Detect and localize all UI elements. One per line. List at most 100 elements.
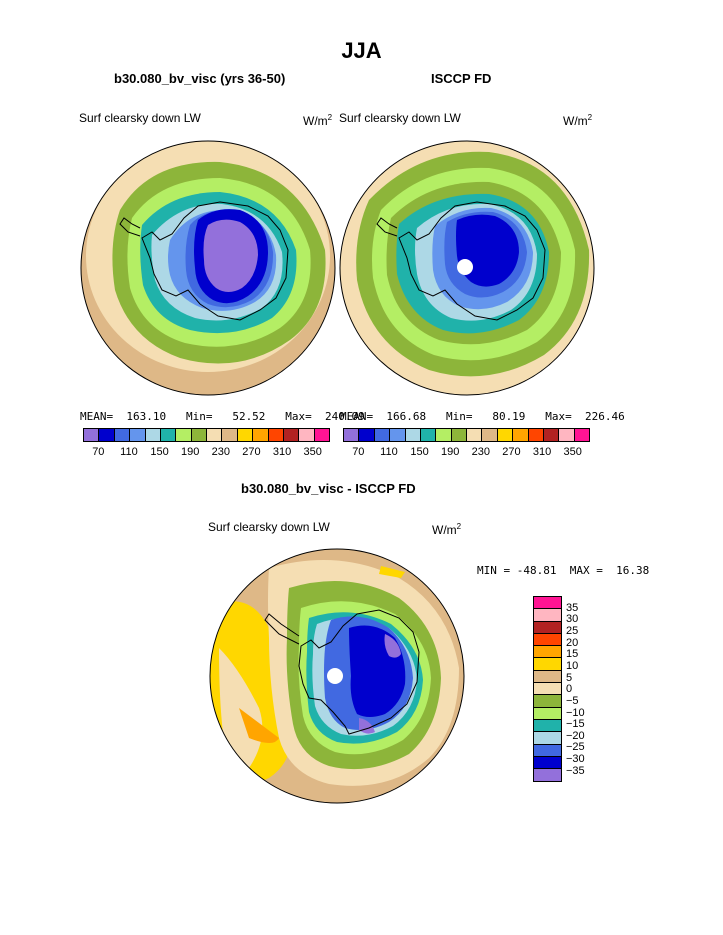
colorbar-swatch: [299, 429, 315, 441]
panel3-stats: MIN = -48.81 MAX = 16.38: [477, 564, 650, 577]
panel1-map-border: [80, 140, 336, 396]
colorbar-tick-label: −20: [566, 729, 585, 742]
colorbar-tick-label: −25: [566, 741, 585, 754]
panel3-band-15-20: [239, 708, 279, 743]
colorbar-swatch: [534, 597, 561, 610]
colorbar-swatch: [253, 429, 269, 441]
colorbar-tick-label: −5: [566, 694, 579, 707]
colorbar-tick-label: 10: [566, 659, 579, 672]
colorbar-swatch: [534, 756, 561, 770]
colorbar-tick-label: 35: [566, 601, 579, 614]
panel1-band-lt70: [203, 219, 258, 292]
colorbar-swatch: [207, 429, 223, 441]
main-title: JJA: [341, 38, 382, 63]
colorbar-swatch: [467, 429, 483, 441]
panel3-band-10-15-north: [379, 566, 405, 578]
panel3-missing-pole: [327, 668, 343, 684]
colorbar-tick-label: 350: [563, 446, 582, 458]
panel3-colorbar-labels: 35 30 25 20 15 10 5 0 −5 −10 −15 −20 −25 −30 −35: [566, 596, 606, 806]
panel2-colorbar: [343, 428, 590, 442]
colorbar-swatch: [99, 429, 115, 441]
panel2-missing-pole: [457, 259, 473, 275]
panel3-colorbar: [533, 596, 562, 783]
colorbar-swatch: [420, 429, 437, 441]
panel3-band-lt-neg35-a: [384, 634, 401, 658]
colorbar-swatch: [160, 429, 177, 441]
colorbar-tick-label: 30: [566, 613, 579, 626]
colorbar-tick-label: −30: [566, 753, 585, 766]
panel1-colorbar: [83, 428, 330, 442]
colorbar-swatch: [145, 429, 161, 441]
colorbar-tick-label: 70: [92, 446, 105, 458]
panel2-colorbar-labels: 70 110 150 190 230 270 310 350: [343, 446, 588, 460]
panel2-stats: MEAN= 166.68 Min= 80.19 Max= 226.46: [340, 410, 625, 423]
colorbar-tick-label: 350: [303, 446, 322, 458]
colorbar-swatch: [497, 429, 514, 441]
colorbar-swatch: [482, 429, 498, 441]
colorbar-swatch: [390, 429, 406, 441]
colorbar-tick-label: 110: [380, 446, 398, 458]
panel2-variable-label: Surf clearsky down LW: [339, 111, 461, 125]
panel2-coastline: [398, 201, 546, 321]
panel3-coastline: [298, 609, 420, 735]
colorbar-tick-label: 190: [181, 446, 200, 458]
colorbar-tick-label: 310: [272, 446, 292, 458]
panel3-case-title: b30.080_bv_visc - ISCCP FD: [241, 481, 416, 496]
colorbar-tick-label: 70: [352, 446, 365, 458]
colorbar-tick-label: −35: [566, 764, 585, 777]
colorbar-swatch: [534, 744, 561, 757]
colorbar-tick-label: 25: [566, 624, 579, 637]
panel2-units-label: W/m2: [563, 113, 593, 128]
colorbar-swatch: [314, 429, 329, 441]
panel1-stats: MEAN= 163.10 Min= 52.52 Max= 240.09: [80, 410, 365, 423]
panel3-map-border: [209, 548, 465, 804]
colorbar-swatch: [191, 429, 207, 441]
colorbar-swatch: [534, 695, 561, 708]
panel1-case-title: b30.080_bv_visc (yrs 36-50): [114, 71, 286, 86]
colorbar-swatch: [534, 769, 561, 782]
colorbar-swatch: [534, 683, 561, 696]
colorbar-swatch: [451, 429, 467, 441]
colorbar-tick-label: 310: [532, 446, 552, 458]
colorbar-swatch: [359, 429, 375, 441]
panel1-polar-map: [80, 140, 336, 396]
colorbar-swatch: [534, 707, 561, 720]
colorbar-swatch: [405, 429, 421, 441]
panel1-units-label: W/m2: [303, 113, 333, 128]
panel3-units-label: W/m2: [432, 522, 462, 537]
colorbar-swatch: [237, 429, 254, 441]
colorbar-swatch: [574, 429, 589, 441]
colorbar-swatch: [114, 429, 131, 441]
colorbar-swatch: [283, 429, 300, 441]
panel2-case-title: ISCCP FD: [431, 71, 492, 86]
colorbar-tick-label: 0: [566, 683, 573, 696]
colorbar-swatch: [436, 429, 452, 441]
panel2-polar-map: [339, 140, 595, 396]
colorbar-tick-label: 110: [120, 446, 138, 458]
colorbar-swatch: [222, 429, 238, 441]
colorbar-swatch: [534, 609, 561, 622]
colorbar-swatch: [559, 429, 575, 441]
colorbar-tick-label: 270: [502, 446, 521, 458]
colorbar-swatch: [84, 429, 100, 441]
panel3-polar-map: [209, 548, 465, 804]
panel1-peninsula-coastline: [119, 217, 141, 237]
panel3-peninsula-coastline: [264, 613, 300, 645]
colorbar-tick-label: 230: [471, 446, 490, 458]
colorbar-swatch: [130, 429, 146, 441]
colorbar-swatch: [534, 646, 561, 659]
colorbar-tick-label: 150: [150, 446, 169, 458]
colorbar-tick-label: 190: [441, 446, 460, 458]
colorbar-swatch: [534, 621, 561, 634]
colorbar-tick-label: 150: [410, 446, 429, 458]
colorbar-swatch: [534, 658, 561, 671]
colorbar-swatch: [176, 429, 192, 441]
colorbar-swatch: [268, 429, 284, 441]
colorbar-swatch: [374, 429, 391, 441]
colorbar-tick-label: 5: [566, 671, 573, 684]
panel1-variable-label: Surf clearsky down LW: [79, 111, 201, 125]
panel3-variable-label: Surf clearsky down LW: [208, 520, 330, 534]
colorbar-swatch: [534, 732, 561, 745]
panel1-coastline: [141, 201, 289, 321]
colorbar-swatch: [543, 429, 560, 441]
